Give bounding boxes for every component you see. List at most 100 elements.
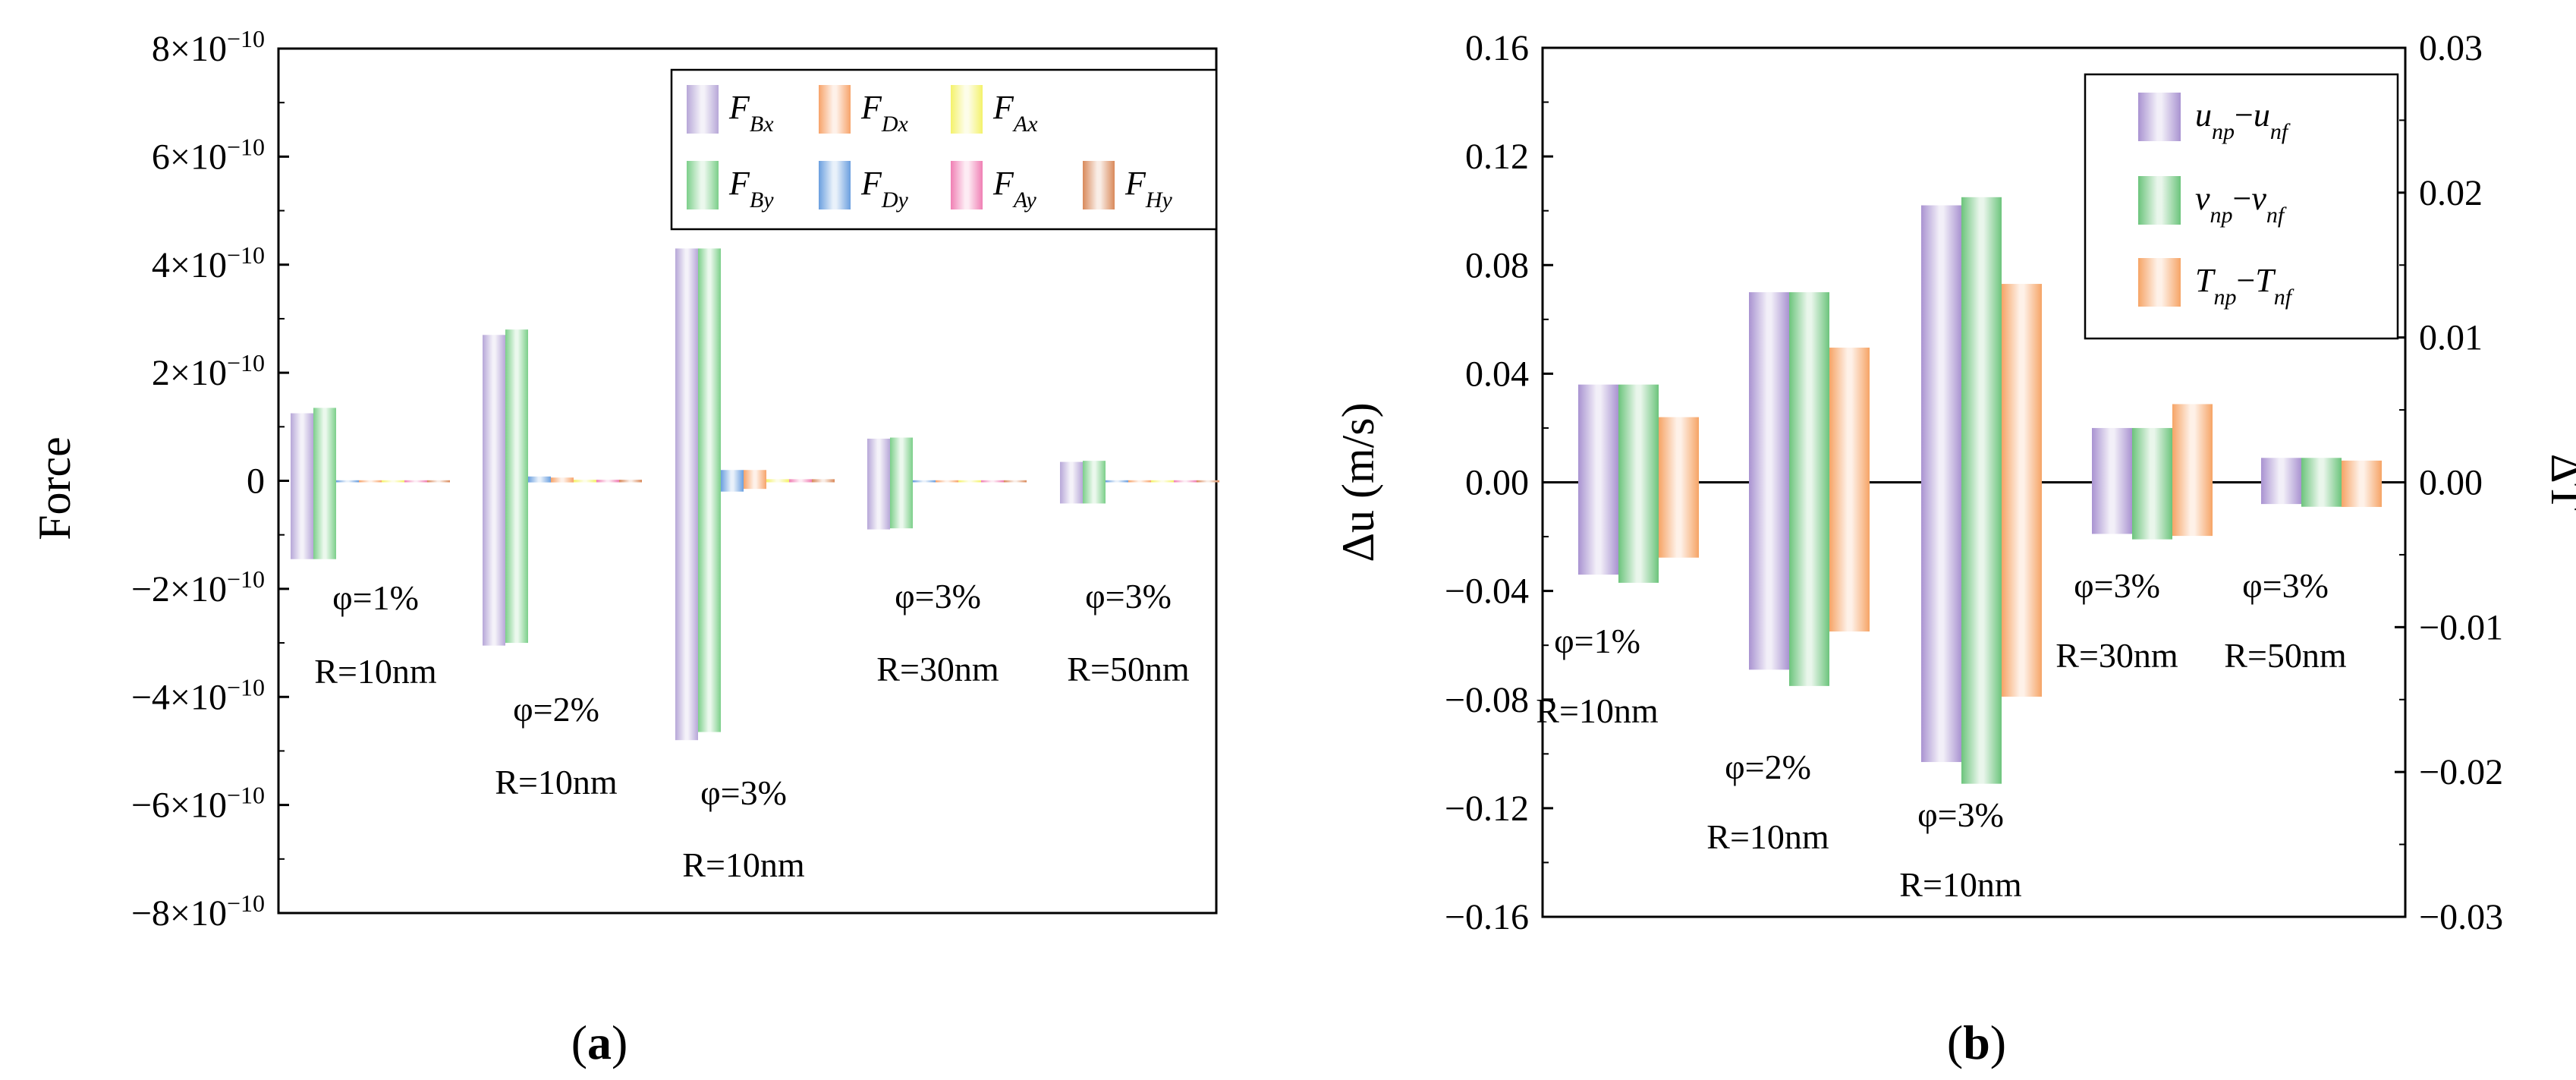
y-tick-label-a: −4×10−10 bbox=[131, 673, 265, 717]
bar-a-FAy bbox=[404, 480, 427, 483]
y-tick-label-a: −6×10−10 bbox=[131, 782, 265, 826]
y-tick-label-b: −0.04 bbox=[1445, 571, 1529, 612]
bar-a-FDy bbox=[528, 480, 551, 483]
bar-a-FAx bbox=[382, 480, 404, 483]
bar-a-FAy bbox=[596, 480, 619, 483]
panel-label-b: (b) bbox=[1947, 1015, 2006, 1069]
bar-a-FDx bbox=[551, 480, 574, 483]
bar-a-FBy bbox=[890, 480, 913, 529]
y-tick-label-b: −0.08 bbox=[1445, 680, 1529, 720]
bar-a-FBx bbox=[1060, 461, 1083, 481]
legend-swatch-u bbox=[2138, 93, 2181, 141]
bar-a-FHy bbox=[619, 480, 642, 482]
y-right-tick-label-b: 0.01 bbox=[2419, 318, 2483, 358]
bar-b-u bbox=[1921, 205, 1961, 483]
bar-b-v bbox=[2132, 427, 2172, 483]
annotation-radius-b: R=30nm bbox=[2055, 636, 2178, 675]
bar-b-v bbox=[2132, 482, 2172, 540]
bar-a-FDy bbox=[528, 476, 551, 481]
bar-a-FBx bbox=[867, 480, 890, 530]
legend-swatch-v bbox=[2138, 176, 2181, 225]
y-tick-label-b: −0.12 bbox=[1445, 789, 1529, 829]
panel-label-a: (a) bbox=[571, 1015, 628, 1069]
legend-label-FHy: FHy bbox=[1124, 165, 1173, 213]
chart-panel-a: 8×10−10 6×10−10 4×10−10 2×10−10 0 −2×10−10 −4×… bbox=[30, 25, 1219, 1069]
bar-b-T bbox=[2002, 284, 2042, 483]
bar-b-u bbox=[1578, 384, 1618, 483]
bar-b-T bbox=[2172, 482, 2213, 537]
annotation-phi-b: φ=3% bbox=[1917, 795, 2004, 834]
bar-a-FBx bbox=[291, 480, 313, 559]
annotation-phi-a: φ=1% bbox=[332, 578, 419, 617]
legend-swatch-FAx bbox=[951, 85, 983, 134]
legend-box-b bbox=[2084, 73, 2399, 340]
y-tick-label-a: 0 bbox=[247, 461, 265, 502]
legend-label-FAy: FAy bbox=[992, 165, 1037, 213]
annotation-phi-b: φ=3% bbox=[2242, 566, 2329, 605]
bar-a-FBy bbox=[505, 480, 528, 644]
annotation-phi-a: φ=3% bbox=[1085, 577, 1172, 616]
legend-swatch-FAy bbox=[951, 161, 983, 209]
bar-a-FBx bbox=[675, 480, 698, 741]
bar-b-v bbox=[1961, 482, 2002, 784]
legend-swatch-FDy bbox=[819, 161, 851, 209]
bar-b-u bbox=[2092, 427, 2132, 483]
bar-a-FAx bbox=[1151, 480, 1174, 483]
bar-a-FBx bbox=[483, 480, 505, 646]
y-tick-label-b: 0.00 bbox=[1465, 463, 1529, 503]
bar-b-u bbox=[1749, 482, 1789, 670]
legend-swatch-FBx bbox=[687, 85, 719, 134]
legend-label-FAx: FAx bbox=[992, 89, 1038, 137]
bar-a-FAx bbox=[574, 480, 596, 483]
annotation-radius-b: R=50nm bbox=[2224, 636, 2347, 675]
legend-swatch-FHy bbox=[1083, 161, 1115, 209]
bar-a-FDy bbox=[721, 470, 744, 481]
legend-label-u: unp−unf bbox=[2195, 96, 2291, 144]
bar-a-FBx bbox=[867, 438, 890, 481]
bar-a-FBx bbox=[483, 335, 505, 481]
bar-a-FAy bbox=[789, 480, 812, 483]
y-right-tick-label-b: 0.00 bbox=[2419, 463, 2483, 503]
annotation-radius-a: R=10nm bbox=[495, 763, 618, 801]
bar-b-v bbox=[1618, 384, 1659, 483]
bar-a-FAx bbox=[766, 479, 789, 481]
bar-b-v bbox=[1961, 197, 2002, 483]
y-tick-label-b: −0.16 bbox=[1445, 897, 1529, 937]
y-right-tick-label-b: 0.02 bbox=[2419, 173, 2483, 213]
y-axis-title-right-b: ΔT bbox=[2542, 454, 2576, 511]
y-axis-title-b: Δu (m/s) bbox=[1333, 402, 1383, 562]
bar-b-u bbox=[1749, 292, 1789, 483]
annotation-phi-b: φ=2% bbox=[1725, 748, 1811, 786]
bar-a-FBy bbox=[505, 329, 528, 481]
bar-a-FBy bbox=[313, 480, 336, 559]
bar-a-FHy bbox=[812, 480, 835, 483]
bar-a-FBy bbox=[1083, 480, 1106, 504]
bar-a-FAy bbox=[1174, 480, 1197, 483]
bar-a-FAx bbox=[574, 480, 596, 482]
annotation-radius-b: R=10nm bbox=[1706, 817, 1829, 856]
bar-a-FDy bbox=[913, 480, 936, 483]
legend-label-v: vnp−vnf bbox=[2195, 180, 2287, 228]
legend-label-FDy: FDy bbox=[860, 165, 909, 213]
bar-a-FDx bbox=[1128, 480, 1151, 483]
bar-b-v bbox=[2301, 482, 2342, 507]
y-tick-label-a: 6×10−10 bbox=[152, 133, 265, 177]
bar-a-FAx bbox=[766, 480, 789, 483]
bar-a-FDx bbox=[936, 480, 958, 483]
legend-label-FDx: FDx bbox=[860, 89, 909, 137]
y-tick-label-b: 0.08 bbox=[1465, 245, 1529, 285]
y-tick-label-a: 2×10−10 bbox=[152, 349, 265, 393]
y-tick-label-a: −2×10−10 bbox=[131, 565, 265, 609]
bar-b-v bbox=[1789, 292, 1829, 483]
y-right-tick-label-b: 0.03 bbox=[2419, 28, 2483, 68]
y-right-tick-label-b: −0.03 bbox=[2419, 897, 2503, 937]
bar-b-v bbox=[1618, 482, 1659, 583]
annotation-radius-a: R=10nm bbox=[314, 652, 437, 691]
legend-swatch-T bbox=[2138, 258, 2181, 307]
chart-panel-b: 0.16 0.12 0.08 0.04 0.00 −0.04 −0.08 −0.12 −0.16… bbox=[1333, 28, 2576, 1069]
bar-b-u bbox=[2261, 482, 2301, 505]
bar-a-FAy bbox=[789, 479, 812, 481]
y-tick-label-a: −8×10−10 bbox=[131, 890, 265, 934]
bar-a-FBy bbox=[1083, 461, 1106, 481]
